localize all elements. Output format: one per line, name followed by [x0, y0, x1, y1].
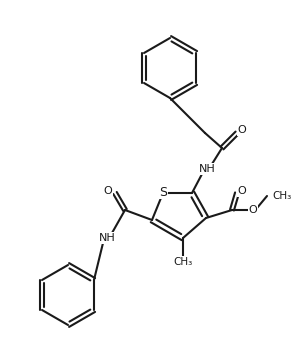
- Text: CH₃: CH₃: [173, 257, 193, 267]
- Text: CH₃: CH₃: [272, 191, 291, 201]
- Text: O: O: [104, 186, 112, 196]
- Text: NH: NH: [99, 233, 115, 243]
- Text: S: S: [159, 186, 167, 198]
- Text: O: O: [238, 125, 246, 135]
- Text: O: O: [238, 186, 246, 196]
- Text: NH: NH: [199, 164, 215, 174]
- Text: O: O: [249, 205, 257, 215]
